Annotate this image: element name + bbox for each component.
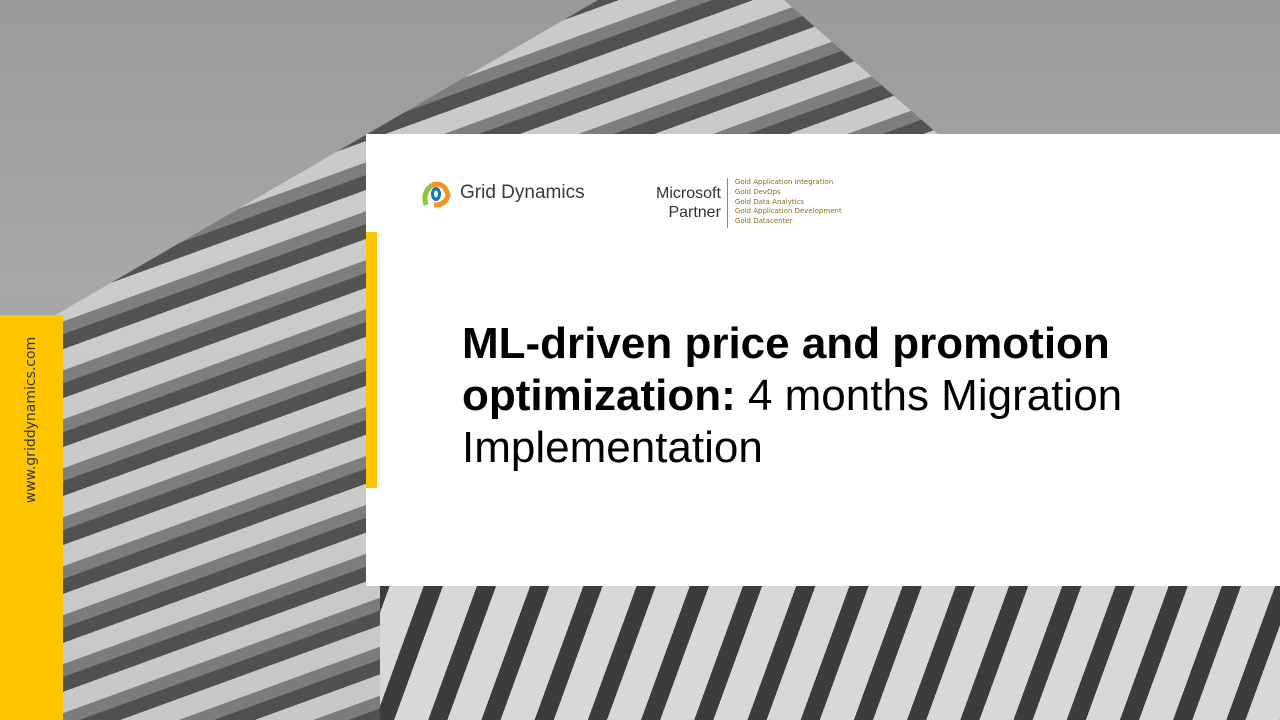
competency: Gold Application Integration: [734, 178, 834, 186]
competency: Gold Datacenter: [734, 217, 793, 226]
grid-dynamics-logo: Grid Dynamics: [420, 177, 585, 209]
competency: Gold Application Development: [734, 207, 842, 216]
microsoft-partner-badge: Microsoft Partner Gold Application Integ…: [656, 178, 842, 228]
competency: Gold DevOps: [734, 187, 781, 196]
yellow-accent-bar: [366, 232, 377, 488]
company-name: Grid Dynamics: [460, 182, 585, 203]
slide-title: ML-driven price and promotion optimizati…: [462, 318, 1242, 474]
website-link[interactable]: www.griddynamics.com: [23, 336, 39, 504]
grid-dynamics-logo-icon: [422, 181, 451, 208]
building-facade-lower: [380, 560, 1280, 720]
yellow-side-bar: [0, 315, 63, 720]
title-bold: ML-driven price and promotion optimizati…: [462, 319, 1110, 420]
competency: Gold Data Analytics: [734, 197, 804, 206]
title-regular: 4 months Migration Implementation: [462, 371, 1123, 472]
partner-name-line2: Partner: [668, 204, 721, 221]
partner-name-line1: Microsoft: [656, 185, 721, 202]
title-card: [366, 134, 1280, 586]
partner-name: Microsoft Partner: [656, 178, 728, 228]
competency-list: Gold Application Integration Gold DevOps…: [728, 178, 842, 228]
